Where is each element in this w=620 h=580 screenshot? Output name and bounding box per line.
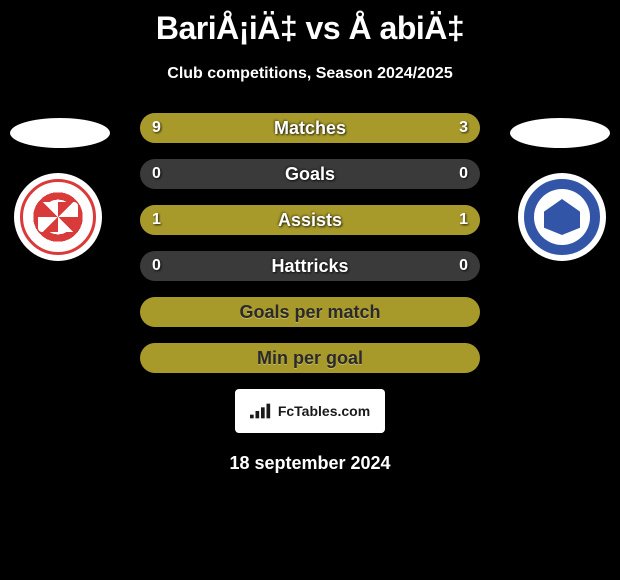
bar-label: Assists [140, 205, 480, 235]
player-photo-left [10, 118, 110, 148]
club-logo-right [518, 173, 606, 261]
footer-date: 18 september 2024 [0, 453, 620, 474]
bar-value-right: 3 [459, 113, 468, 143]
bar-label: Min per goal [140, 343, 480, 373]
fctables-logo-icon [250, 403, 272, 419]
bar-row-goals-per-match: Goals per match [140, 297, 480, 327]
player-photo-right [510, 118, 610, 148]
bar-label: Hattricks [140, 251, 480, 281]
bar-row-hattricks: 0 Hattricks 0 [140, 251, 480, 281]
comparison-bars: 9 Matches 3 0 Goals 0 1 Assists 1 0 Hatt… [140, 113, 480, 373]
bar-label: Matches [140, 113, 480, 143]
attribution-badge: FcTables.com [235, 389, 385, 433]
attribution-text: FcTables.com [278, 403, 370, 419]
page-title: BariÅ¡iÄ‡ vs Å abiÄ‡ [0, 0, 620, 47]
bar-label: Goals [140, 159, 480, 189]
bar-value-right: 0 [459, 159, 468, 189]
bar-row-assists: 1 Assists 1 [140, 205, 480, 235]
bar-row-min-per-goal: Min per goal [140, 343, 480, 373]
bar-value-right: 0 [459, 251, 468, 281]
bar-row-matches: 9 Matches 3 [140, 113, 480, 143]
zrinjski-crest-icon [20, 179, 96, 255]
zeljeznicar-crest-icon [524, 179, 600, 255]
bar-value-right: 1 [459, 205, 468, 235]
bar-row-goals: 0 Goals 0 [140, 159, 480, 189]
club-logo-left [14, 173, 102, 261]
comparison-panel: 9 Matches 3 0 Goals 0 1 Assists 1 0 Hatt… [0, 113, 620, 474]
page-subtitle: Club competitions, Season 2024/2025 [0, 65, 620, 83]
bar-label: Goals per match [140, 297, 480, 327]
